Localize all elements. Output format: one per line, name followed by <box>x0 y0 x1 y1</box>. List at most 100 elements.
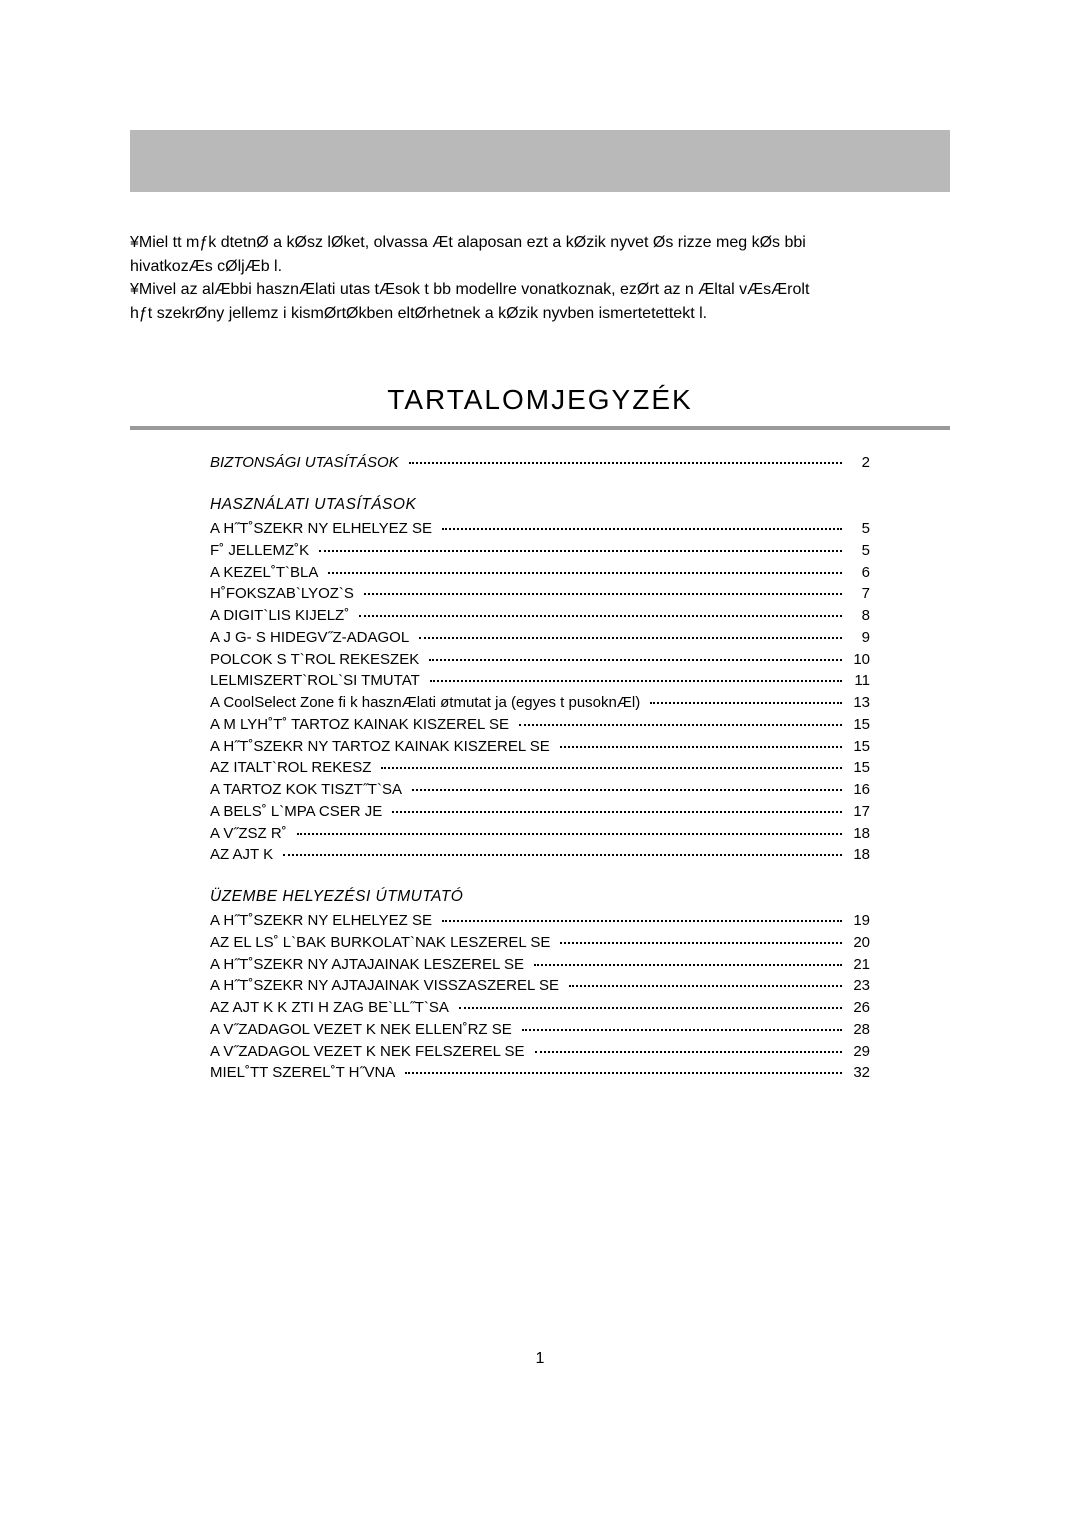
toc-page-number: 23 <box>846 975 870 997</box>
toc-row: H˚FOKSZAB`LYOZ`S7 <box>210 583 870 605</box>
toc-label: A H˝T˚SZEKR NY ELHELYEZ SE <box>210 910 438 932</box>
toc-row: BIZTONSÁGI UTASÍTÁSOK 2 <box>210 452 870 474</box>
toc-label: AZ ITALT`ROL REKESZ <box>210 757 377 779</box>
intro-text: ¥Miel tt mƒk dtetnØ a kØsz lØket, olvass… <box>130 232 950 324</box>
toc-label: A H˝T˚SZEKR NY AJTAJAINAK VISSZASZEREL S… <box>210 975 565 997</box>
toc-leader-dots <box>430 680 842 682</box>
toc-label: A M LYH˚T˚ TARTOZ KAINAK KISZEREL SE <box>210 714 515 736</box>
toc-page-number: 10 <box>846 649 870 671</box>
toc-leader-dots <box>392 811 842 813</box>
toc-label: A H˝T˚SZEKR NY TARTOZ KAINAK KISZEREL SE <box>210 736 556 758</box>
toc-row: MIEL˚TT SZEREL˚T H˝VNA 32 <box>210 1062 870 1084</box>
toc-page-number: 5 <box>846 540 870 562</box>
toc-label: POLCOK S T`ROL REKESZEK <box>210 649 425 671</box>
toc-leader-dots <box>442 920 842 922</box>
divider <box>130 426 950 430</box>
toc-row: AZ EL LS˚ L`BAK BURKOLAT`NAK LESZEREL SE… <box>210 932 870 954</box>
toc-leader-dots <box>405 1072 842 1074</box>
header-band <box>130 130 950 192</box>
toc-row: A H˝T˚SZEKR NY ELHELYEZ SE 5 <box>210 518 870 540</box>
toc-leader-dots <box>297 833 842 835</box>
toc-row: A V˝ZADAGOL VEZET K NEK FELSZEREL SE29 <box>210 1041 870 1063</box>
toc-label: A J G- S HIDEGV˝Z-ADAGOL <box>210 627 415 649</box>
toc-row: A M LYH˚T˚ TARTOZ KAINAK KISZEREL SE 15 <box>210 714 870 736</box>
toc-page-number: 20 <box>846 932 870 954</box>
toc-label: A V˝ZADAGOL VEZET K NEK ELLEN˚RZ SE <box>210 1019 518 1041</box>
toc-label: LELMISZERT`ROL`SI TMUTAT <box>210 670 426 692</box>
toc-page-number: 29 <box>846 1041 870 1063</box>
toc-leader-dots <box>412 789 842 791</box>
toc-leader-dots <box>429 659 842 661</box>
toc-page-number: 16 <box>846 779 870 801</box>
toc-label: AZ AJT K K ZTI H ZAG BE`LL˝T`SA <box>210 997 455 1019</box>
toc-label: AZ AJT K <box>210 844 279 866</box>
toc-row: A TARTOZ KOK TISZT˝T`SA16 <box>210 779 870 801</box>
toc-leader-dots <box>535 1051 842 1053</box>
toc-page-number: 8 <box>846 605 870 627</box>
toc-leader-dots <box>319 550 842 552</box>
toc-leader-dots <box>522 1029 842 1031</box>
toc-label: H˚FOKSZAB`LYOZ`S <box>210 583 360 605</box>
toc-page-number: 6 <box>846 562 870 584</box>
toc-leader-dots <box>442 528 842 530</box>
intro-line: hivatkozÆs cØljÆb l. <box>130 256 950 278</box>
toc-leader-dots <box>534 964 842 966</box>
toc-label: MIEL˚TT SZEREL˚T H˝VNA <box>210 1062 401 1084</box>
toc-label: A BELS˚ L`MPA CSER JE <box>210 801 388 823</box>
toc-page-number: 2 <box>846 452 870 474</box>
toc-page-number: 21 <box>846 954 870 976</box>
toc-leader-dots <box>569 985 842 987</box>
toc-page-number: 15 <box>846 757 870 779</box>
table-of-contents: BIZTONSÁGI UTASÍTÁSOK 2 HASZNÁLATI UTASÍTÁ… <box>130 452 950 1084</box>
toc-label: A V˝ZSZ R˚ <box>210 823 293 845</box>
toc-label: A CoolSelect Zone fi k hasznÆlati øtmuta… <box>210 692 646 714</box>
toc-leader-dots <box>560 746 842 748</box>
toc-row: A J G- S HIDEGV˝Z-ADAGOL 9 <box>210 627 870 649</box>
toc-leader-dots <box>328 572 842 574</box>
intro-line: hƒt szekrØny jellemz i kismØrtØkben eltØ… <box>130 303 950 325</box>
toc-row: AZ AJT K K ZTI H ZAG BE`LL˝T`SA 26 <box>210 997 870 1019</box>
toc-row: POLCOK S T`ROL REKESZEK 10 <box>210 649 870 671</box>
toc-label: A H˝T˚SZEKR NY ELHELYEZ SE <box>210 518 438 540</box>
toc-row: A BELS˚ L`MPA CSER JE 17 <box>210 801 870 823</box>
toc-page-number: 11 <box>846 670 870 692</box>
toc-page-number: 15 <box>846 714 870 736</box>
toc-page-number: 26 <box>846 997 870 1019</box>
toc-row: AZ AJT K 18 <box>210 844 870 866</box>
toc-label: F˚ JELLEMZ˚K <box>210 540 315 562</box>
toc-row: A V˝ZSZ R˚ 18 <box>210 823 870 845</box>
toc-leader-dots <box>359 615 842 617</box>
toc-page-number: 32 <box>846 1062 870 1084</box>
toc-row: A H˝T˚SZEKR NY TARTOZ KAINAK KISZEREL SE… <box>210 736 870 758</box>
toc-page-number: 18 <box>846 844 870 866</box>
toc-page-number: 15 <box>846 736 870 758</box>
toc-leader-dots <box>650 702 842 704</box>
toc-label: AZ EL LS˚ L`BAK BURKOLAT`NAK LESZEREL SE <box>210 932 556 954</box>
toc-leader-dots <box>419 637 842 639</box>
toc-row: LELMISZERT`ROL`SI TMUTAT 11 <box>210 670 870 692</box>
toc-page-number: 18 <box>846 823 870 845</box>
toc-row: A V˝ZADAGOL VEZET K NEK ELLEN˚RZ SE 28 <box>210 1019 870 1041</box>
toc-leader-dots <box>519 724 842 726</box>
toc-page-number: 5 <box>846 518 870 540</box>
toc-row: A H˝T˚SZEKR NY ELHELYEZ SE19 <box>210 910 870 932</box>
toc-row: A CoolSelect Zone fi k hasznÆlati øtmuta… <box>210 692 870 714</box>
toc-row: AZ ITALT`ROL REKESZ 15 <box>210 757 870 779</box>
toc-page-number: 17 <box>846 801 870 823</box>
toc-leader-dots <box>409 462 842 464</box>
toc-leader-dots <box>459 1007 842 1009</box>
toc-row: A KEZEL˚T`BLA 6 <box>210 562 870 584</box>
toc-title: TARTALOMJEGYZÉK <box>130 384 950 416</box>
toc-row: A H˝T˚SZEKR NY AJTAJAINAK VISSZASZEREL S… <box>210 975 870 997</box>
toc-row: A H˝T˚SZEKR NY AJTAJAINAK LESZEREL SE 21 <box>210 954 870 976</box>
toc-label: A DIGIT`LIS KIJELZ˚ <box>210 605 355 627</box>
toc-label: A KEZEL˚T`BLA <box>210 562 324 584</box>
toc-leader-dots <box>560 942 842 944</box>
toc-page-number: 9 <box>846 627 870 649</box>
toc-section-heading: HASZNÁLATI UTASÍTÁSOK <box>210 496 870 514</box>
toc-row: F˚ JELLEMZ˚K 5 <box>210 540 870 562</box>
toc-page-number: 28 <box>846 1019 870 1041</box>
toc-label: A H˝T˚SZEKR NY AJTAJAINAK LESZEREL SE <box>210 954 530 976</box>
toc-row: A DIGIT`LIS KIJELZ˚ 8 <box>210 605 870 627</box>
toc-label: BIZTONSÁGI UTASÍTÁSOK <box>210 452 405 474</box>
